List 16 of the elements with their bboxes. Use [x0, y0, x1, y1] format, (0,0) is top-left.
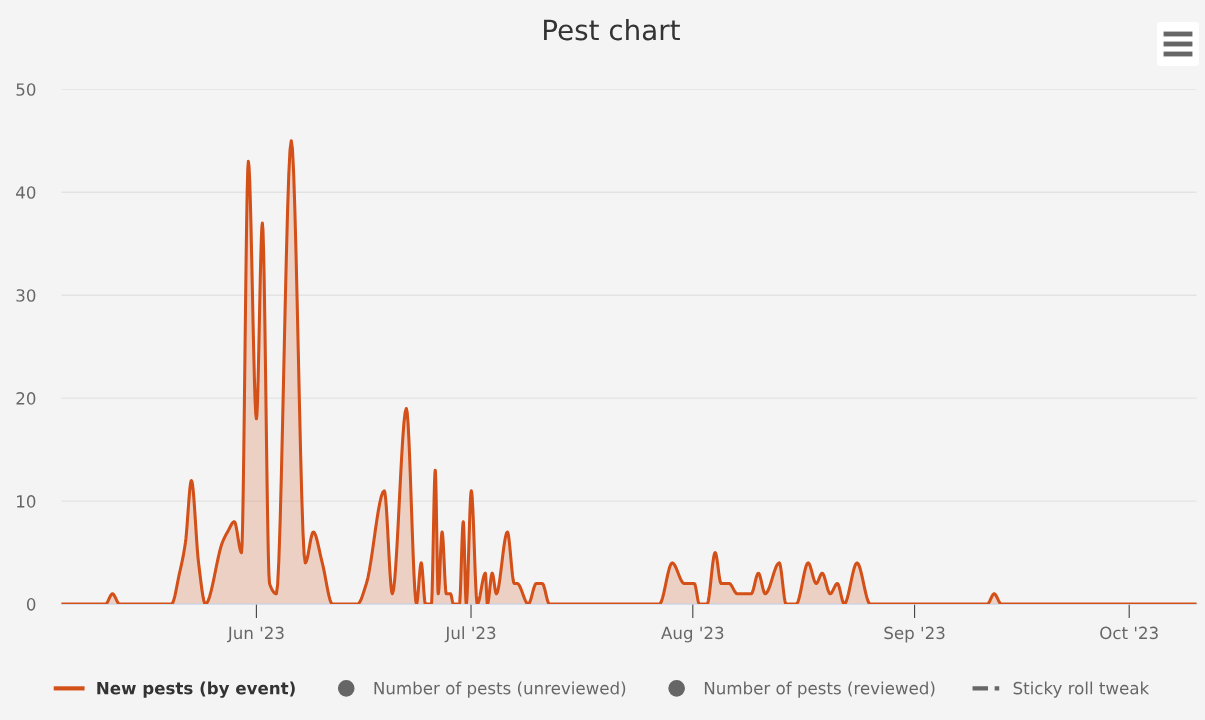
legend-label: New pests (by event): [97, 681, 295, 698]
x-tick-label: Aug '23: [661, 626, 724, 643]
y-tick-label: 0: [26, 598, 36, 611]
y-tick-label: 20: [16, 392, 36, 405]
x-tick-label: Sep '23: [884, 626, 945, 643]
legend-label: Sticky roll tweak: [1013, 681, 1150, 698]
y-tick-label: 40: [16, 186, 36, 199]
legend-label: Number of pests (unreviewed): [374, 681, 626, 698]
legend-label: Number of pests (reviewed): [704, 681, 935, 698]
chart-title: Pest chart: [544, 18, 680, 41]
y-tick-label: 50: [16, 83, 36, 96]
x-tick-label: Jun '23: [226, 626, 284, 643]
x-tick-label: Oct '23: [1100, 626, 1158, 640]
x-tick-label: Jul '23: [444, 626, 496, 643]
y-tick-label: 30: [16, 289, 36, 302]
y-tick-label: 10: [17, 495, 36, 508]
